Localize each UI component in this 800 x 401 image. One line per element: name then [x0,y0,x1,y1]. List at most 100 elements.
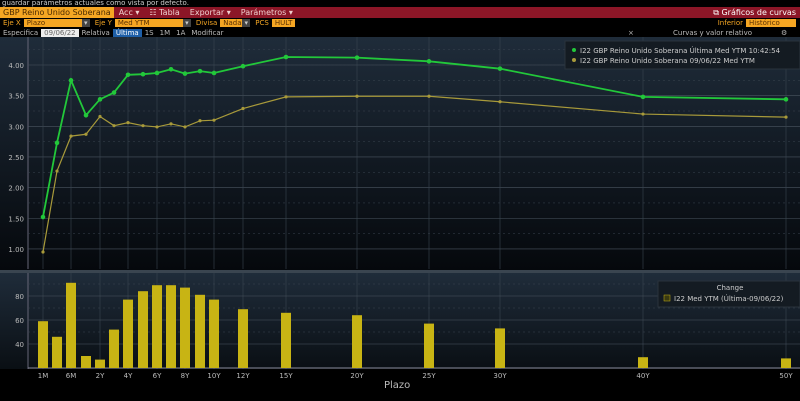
notice-text: guardar parámetros actuales como vista p… [2,0,189,7]
data-point [783,97,789,102]
divisa-label: Divisa [195,19,218,27]
ultima-button[interactable]: Última [112,28,142,37]
data-point [140,71,146,77]
period-1s[interactable]: 1S [144,28,154,37]
axis-controls: Eje X Plazo ▾ Eje Y Med YTM ▾ Divisa Nada ▾… [0,18,800,28]
menu-exportar[interactable]: Exportar ▾ [189,8,231,17]
series-line [42,56,787,218]
eje-x-field[interactable]: Plazo [23,19,82,27]
eje-x-dropdown-icon[interactable]: ▾ [81,19,90,27]
bar [123,299,133,368]
pcs-label: PCS [255,19,269,27]
x-tick-label: 2Y [96,372,105,380]
toolbar: GBP Reino Unido Soberana Acc ▾ ☷ Tabla E… [0,7,800,18]
security-selector[interactable]: GBP Reino Unido Soberana [0,7,114,18]
bar [195,294,205,368]
legend-title: Change [717,284,744,292]
bar [152,285,162,368]
notice-bar: guardar parámetros actuales como vista p… [0,0,800,7]
x-tick-label: 50Y [779,372,793,380]
options-bar: Especifica 09/06/22 Relativa Última 1S 1… [0,28,800,37]
bar [424,323,434,368]
data-point [155,125,159,129]
legend-marker [572,58,576,62]
data-point [55,169,59,173]
data-point [54,140,60,146]
divisa-field[interactable]: Nada [220,19,243,27]
legend-box [657,280,800,308]
data-point [41,250,45,254]
app-title: ⧉ Gráficos de curvas [713,7,796,17]
x-tick-label: 1M [38,372,49,380]
bar [209,299,219,368]
bar [352,315,362,368]
bar [52,336,62,368]
data-point [183,125,187,129]
y-tick-label: 1.50 [8,215,24,223]
bar [281,312,291,368]
data-point [182,71,188,76]
period-1a[interactable]: 1A [176,28,186,37]
data-point [112,124,116,128]
menu-tabla[interactable]: ☷ Tabla [149,8,180,17]
bar [180,287,190,368]
menu-parametros[interactable]: Parámetros ▾ [240,8,293,17]
x-tick-label: 40Y [636,372,650,380]
data-point [154,70,160,76]
data-point [197,68,203,74]
legend-label: I22 Med YTM (Última-09/06/22) [674,294,784,303]
data-point [640,94,646,100]
x-tick-label: 4Y [124,372,133,380]
bar [638,357,648,368]
data-point [68,78,74,83]
bar [109,329,119,368]
period-1m[interactable]: 1M [159,28,171,37]
x-tick-label: 6Y [153,372,162,380]
data-point [211,70,217,76]
data-point [354,55,360,60]
pcs-field[interactable]: HULT [271,19,296,27]
bar [138,291,148,368]
legend-marker [572,48,576,52]
series-line [42,95,787,253]
y-tick-label: 3.00 [8,123,24,131]
y-tick-label: 60 [15,317,24,325]
eje-y-dropdown-icon[interactable]: ▾ [182,19,191,27]
popout-icon[interactable]: ⧉ [713,7,722,17]
eje-y-field[interactable]: Med YTM [114,19,183,27]
x-tick-label: 15Y [279,372,293,380]
panel-close-icon[interactable]: × [628,28,634,37]
data-point [212,118,216,122]
inferior-field[interactable]: Histórico [746,19,796,27]
y-tick-label: 4.00 [8,62,24,70]
eje-y-label: Eje Y [94,19,112,27]
data-point [97,97,103,102]
data-point [355,94,359,98]
modificar-button[interactable]: Modificar [191,28,224,37]
date-input[interactable]: 09/06/22 [41,28,79,37]
data-point [641,112,645,116]
data-point [498,100,502,104]
x-tick-label: 8Y [181,372,190,380]
menu-acc[interactable]: Acc ▾ [118,8,140,17]
data-point [125,72,131,78]
data-point [497,66,503,71]
divisa-dropdown-icon[interactable]: ▾ [242,19,251,27]
data-point [784,115,788,119]
data-point [83,112,89,118]
relativa-label: Relativa [81,28,110,37]
y-tick-label: 2.00 [8,185,24,193]
legend-marker [663,294,671,302]
x-tick-label: 30Y [493,372,507,380]
x-tick-label: 20Y [350,372,364,380]
y-tick-label: 3.50 [8,93,24,101]
legend-label: I22 GBP Reino Unido Soberana Última Med … [580,46,781,55]
data-point [241,106,245,111]
data-point [141,124,145,128]
legend-box [564,40,800,70]
data-point [69,134,73,138]
bar [81,356,91,368]
settings-icon[interactable]: ⚙ [781,28,788,37]
bar [781,358,791,368]
data-point [40,214,46,220]
